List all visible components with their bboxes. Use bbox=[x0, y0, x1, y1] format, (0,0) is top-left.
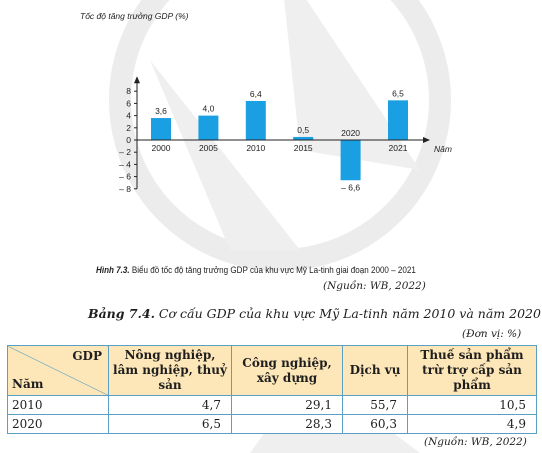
bar-value-label: 3,6 bbox=[155, 106, 167, 116]
cell-agriculture: 4,7 bbox=[108, 395, 232, 415]
figure-caption-text: Biểu đồ tốc độ tăng trưởng GDP của khu v… bbox=[129, 264, 416, 275]
table-corner-header: GDP Năm bbox=[7, 345, 109, 396]
y-tick-label: – 8 bbox=[119, 184, 131, 194]
cell-services: 60,3 bbox=[342, 414, 408, 434]
table-title-label: Bảng 7.4. bbox=[88, 306, 155, 321]
corner-gdp-label: GDP bbox=[72, 349, 102, 363]
cell-industry: 28,3 bbox=[231, 414, 343, 434]
bar bbox=[293, 136, 314, 140]
gdp-structure-table: GDP Năm Nông nghiệp, lâm nghiệp, thuỷ sả… bbox=[7, 345, 537, 434]
cell-tax: 4,9 bbox=[407, 414, 537, 434]
y-tick-label: 4 bbox=[126, 111, 131, 121]
column-header-services: Dịch vụ bbox=[342, 345, 408, 396]
cell-industry: 29,1 bbox=[231, 395, 343, 415]
y-tick-label: 2 bbox=[126, 123, 131, 133]
bar bbox=[151, 118, 171, 140]
x-tick-label: 2010 bbox=[246, 143, 265, 153]
column-header-industry: Công nghiệp, xây dựng bbox=[231, 345, 343, 396]
y-tick-label: 0 bbox=[126, 135, 131, 145]
row-year: 2010 bbox=[7, 395, 109, 415]
x-tick-label: 2021 bbox=[389, 143, 408, 153]
cell-agriculture: 6,5 bbox=[108, 414, 232, 434]
x-tick-label: 2015 bbox=[294, 143, 313, 153]
cell-services: 55,7 bbox=[342, 395, 408, 415]
table-header-row: GDP Năm Nông nghiệp, lâm nghiệp, thuỷ sả… bbox=[7, 345, 537, 396]
y-axis-arrow bbox=[134, 76, 140, 84]
table-title-text: Cơ cấu GDP của khu vực Mỹ La-tinh năm 20… bbox=[154, 306, 541, 321]
bar bbox=[245, 100, 266, 140]
bar-chart: Tốc độ tăng trưởng GDP (%) 8 6 4 2 0 – 2 – 4 – 6… bbox=[80, 11, 452, 194]
bar-value-label: – 6,6 bbox=[341, 182, 360, 192]
table-row: 2020 6,5 28,3 60,3 4,9 bbox=[7, 414, 537, 434]
corner-year-label: Năm bbox=[12, 377, 44, 391]
bar bbox=[388, 100, 408, 140]
y-axis-title: Tốc độ tăng trưởng GDP (%) bbox=[80, 11, 189, 21]
table-unit: (Đơn vị: %) bbox=[462, 328, 522, 340]
column-header-agriculture: Nông nghiệp, lâm nghiệp, thuỷ sản bbox=[108, 345, 232, 396]
x-tick-label: 2000 bbox=[152, 143, 171, 153]
bar-value-label: 0,5 bbox=[297, 125, 309, 135]
table-source: (Nguồn: WB, 2022) bbox=[424, 436, 527, 448]
cell-tax: 10,5 bbox=[407, 395, 537, 415]
bar bbox=[198, 115, 219, 140]
y-tick-label: – 4 bbox=[119, 159, 131, 169]
y-tick-label: 6 bbox=[126, 98, 131, 108]
table-title: Bảng 7.4. Cơ cấu GDP của khu vực Mỹ La-t… bbox=[88, 306, 541, 321]
figure-caption-label: Hình 7.3. bbox=[96, 264, 130, 275]
figure-caption: Hình 7.3. Biểu đồ tốc độ tăng trưởng GDP… bbox=[96, 264, 474, 275]
x-tick-label: 2020 bbox=[341, 128, 360, 138]
bar-value-label: 4,0 bbox=[202, 104, 214, 114]
y-tick-label: – 2 bbox=[119, 147, 131, 157]
y-tick-label: – 6 bbox=[119, 172, 131, 182]
figure-source: (Nguồn: WB, 2022) bbox=[323, 280, 426, 292]
column-header-tax: Thuế sản phẩm trừ trợ cấp sản phẩm bbox=[407, 345, 537, 396]
bar-value-label: 6,5 bbox=[392, 88, 404, 98]
y-tick-label: 8 bbox=[126, 86, 131, 96]
x-tick-label: 2005 bbox=[199, 143, 218, 153]
row-year: 2020 bbox=[7, 414, 109, 434]
bar-value-label: 6,4 bbox=[250, 89, 262, 99]
table-row: 2010 4,7 29,1 55,7 10,5 bbox=[7, 395, 537, 415]
x-axis-title: Năm bbox=[434, 144, 452, 154]
bar bbox=[340, 140, 361, 181]
x-axis-arrow bbox=[423, 137, 430, 143]
